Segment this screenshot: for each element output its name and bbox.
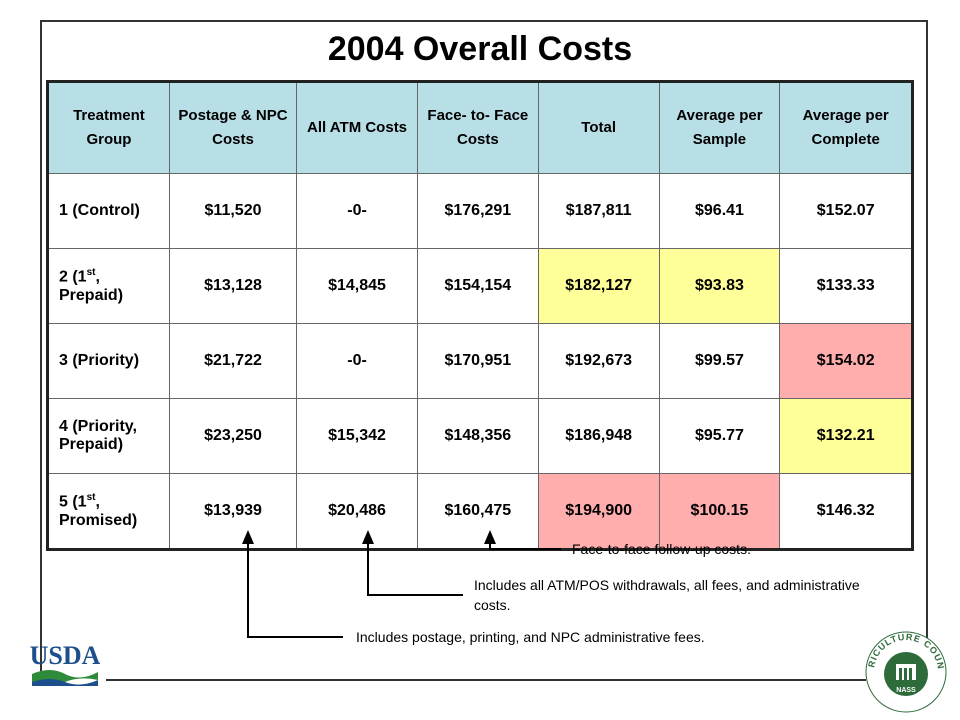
note-postage: Includes postage, printing, and NPC admi…: [356, 629, 705, 645]
connector-postage-h: [247, 636, 343, 638]
cell-group: 2 (1st, Prepaid): [47, 248, 170, 324]
cell-postage: $13,939: [168, 473, 298, 550]
arrow-up-f2f: [484, 530, 496, 544]
svg-text:NASS: NASS: [896, 687, 916, 694]
note-f2f: Face-to-face follow-up costs.: [572, 541, 751, 557]
cell-avg-complete-highest: $154.02: [779, 323, 913, 399]
nass-logo: AGRICULTURE COUNTS NASS: [864, 630, 947, 713]
connector-postage: [247, 542, 249, 638]
cell-total: $186,948: [537, 398, 660, 474]
cell-atm: $15,342: [296, 398, 418, 474]
cell-avg-sample-lowest: $93.83: [658, 248, 781, 324]
cell-f2f: $160,475: [416, 473, 539, 550]
usda-logo-text: USDA: [30, 641, 100, 670]
cell-total: $192,673: [537, 323, 660, 399]
cell-group: 4 (Priority, Prepaid): [47, 398, 170, 474]
cell-postage: $21,722: [168, 323, 298, 399]
table-row: 3 (Priority) $21,722 -0- $170,951 $192,6…: [47, 323, 913, 399]
usda-logo: USDA: [30, 641, 100, 686]
header-avg-sample: Average per Sample: [658, 81, 781, 174]
table-row: 5 (1st, Promised) $13,939 $20,486 $160,4…: [47, 473, 913, 550]
cell-f2f: $148,356: [416, 398, 539, 474]
header-f2f-costs: Face- to- Face Costs: [416, 81, 539, 174]
cell-atm: $20,486: [296, 473, 418, 550]
note-atm: Includes all ATM/POS withdrawals, all fe…: [474, 577, 860, 613]
cell-atm: -0-: [296, 173, 418, 249]
cell-avg-complete-lowest: $132.21: [779, 398, 913, 474]
connector-f2f-h: [489, 548, 561, 550]
header-total: Total: [537, 81, 660, 174]
cell-avg-complete: $133.33: [779, 248, 913, 324]
header-postage-npc: Postage & NPC Costs: [168, 81, 298, 174]
cell-avg-complete: $146.32: [779, 473, 913, 550]
costs-table: Treatment Group Postage & NPC Costs All …: [46, 80, 914, 551]
cell-group: 3 (Priority): [47, 323, 170, 399]
cell-postage: $13,128: [168, 248, 298, 324]
cell-postage: $23,250: [168, 398, 298, 474]
footer-rule: [106, 679, 866, 681]
cell-atm: $14,845: [296, 248, 418, 324]
cell-f2f: $170,951: [416, 323, 539, 399]
header-treatment-group: Treatment Group: [47, 81, 170, 174]
table-row: 4 (Priority, Prepaid) $23,250 $15,342 $1…: [47, 398, 913, 474]
cell-total-highest: $194,900: [537, 473, 660, 550]
connector-atm: [367, 542, 369, 596]
cell-avg-complete: $152.07: [779, 173, 913, 249]
cell-atm: -0-: [296, 323, 418, 399]
cell-avg-sample-highest: $100.15: [658, 473, 781, 550]
cell-avg-sample: $99.57: [658, 323, 781, 399]
slide-frame: [40, 20, 928, 680]
header-avg-complete: Average per Complete: [779, 81, 913, 174]
cell-total: $187,811: [537, 173, 660, 249]
cell-total-lowest: $182,127: [537, 248, 660, 324]
table-row: 1 (Control) $11,520 -0- $176,291 $187,81…: [47, 173, 913, 249]
cell-group: 5 (1st, Promised): [47, 473, 170, 550]
table-header-row: Treatment Group Postage & NPC Costs All …: [47, 81, 913, 174]
connector-atm-h: [367, 594, 463, 596]
arrow-up-postage: [242, 530, 254, 544]
cell-f2f: $154,154: [416, 248, 539, 324]
arrow-up-atm: [362, 530, 374, 544]
cell-postage: $11,520: [168, 173, 298, 249]
connector-f2f: [489, 542, 491, 550]
cell-avg-sample: $96.41: [658, 173, 781, 249]
header-atm-costs: All ATM Costs: [296, 81, 418, 174]
table-row: 2 (1st, Prepaid) $13,128 $14,845 $154,15…: [47, 248, 913, 324]
cell-avg-sample: $95.77: [658, 398, 781, 474]
slide-title: 2004 Overall Costs: [327, 30, 633, 68]
cell-group: 1 (Control): [47, 173, 170, 249]
cell-f2f: $176,291: [416, 173, 539, 249]
